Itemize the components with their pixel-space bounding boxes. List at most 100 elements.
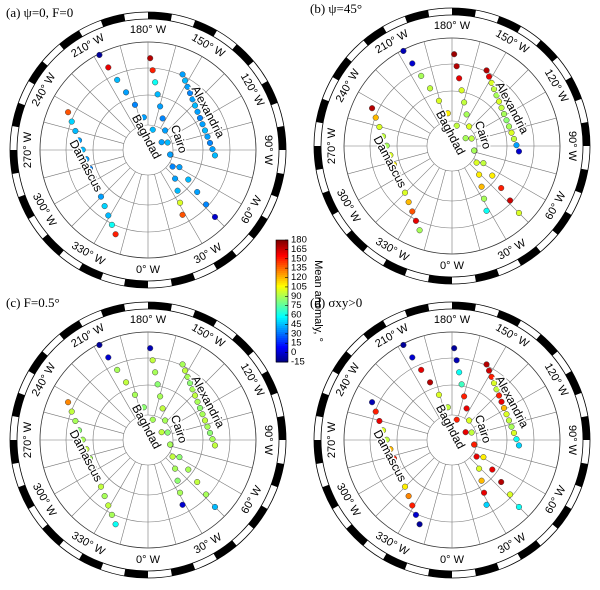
grid-radial xyxy=(119,174,142,255)
track-point xyxy=(488,373,495,380)
track-point xyxy=(189,386,196,393)
track-point xyxy=(86,455,94,462)
colorbar-slice xyxy=(276,353,288,357)
track-point xyxy=(105,64,112,71)
track-point xyxy=(462,135,469,142)
track-point xyxy=(515,209,523,217)
colorbar-slice xyxy=(276,339,288,343)
track-point xyxy=(72,127,79,135)
colorbar-slice xyxy=(276,282,288,286)
track-point xyxy=(96,51,103,59)
grid-radial xyxy=(172,121,253,144)
grid-radial xyxy=(169,162,242,205)
track-point xyxy=(185,466,192,473)
grid-radial xyxy=(476,446,557,469)
track-point xyxy=(75,427,83,434)
ring-segment xyxy=(383,553,408,570)
track-point xyxy=(444,110,451,117)
track-point xyxy=(379,133,387,140)
ring-segment xyxy=(474,269,500,282)
grid-radial xyxy=(423,464,446,545)
track-point xyxy=(405,493,412,500)
ring-segment xyxy=(277,416,286,441)
track-point xyxy=(172,175,179,182)
track-point xyxy=(510,429,518,436)
longitude-label: 330° W xyxy=(69,530,107,559)
ring-segment xyxy=(404,10,430,23)
ring-segment xyxy=(271,172,284,198)
colorbar-slice xyxy=(276,351,288,355)
colorbar-slice xyxy=(276,296,288,300)
colorbar-slice xyxy=(276,274,288,278)
grid-radial xyxy=(458,335,481,416)
colorbar-tick-label: 180 xyxy=(291,235,307,246)
track-point xyxy=(409,60,416,67)
colorbar-slice xyxy=(276,327,288,330)
ring-segment xyxy=(59,320,83,340)
track-point xyxy=(453,63,460,70)
track-point xyxy=(199,121,206,128)
track-point xyxy=(490,380,498,387)
track-point xyxy=(79,436,86,443)
colorbar-slice xyxy=(276,325,288,328)
track-point xyxy=(505,123,513,130)
ring-segment xyxy=(517,246,541,266)
longitude-label: 150° W xyxy=(189,32,227,61)
grid-radial xyxy=(464,167,507,240)
track-point xyxy=(372,114,379,121)
grid-radial xyxy=(71,73,131,133)
track-point xyxy=(400,341,407,349)
track-point xyxy=(453,357,460,364)
longitude-label: 120° W xyxy=(542,361,571,399)
longitude-label: 0° W xyxy=(440,260,465,272)
track-point xyxy=(387,446,394,453)
ring-segment xyxy=(18,194,35,219)
track-point xyxy=(203,201,210,208)
ring-segment xyxy=(346,524,368,546)
track-point xyxy=(376,417,383,425)
track-label: Baghdad xyxy=(129,112,164,161)
track-point xyxy=(478,477,485,484)
grid-radial xyxy=(93,171,136,244)
ring-segment xyxy=(575,168,588,194)
ring-segment xyxy=(192,20,217,37)
colorbar-tick-label: -15 xyxy=(291,357,305,368)
track-point xyxy=(159,405,166,412)
track-point xyxy=(157,393,164,400)
colorbar-slice xyxy=(276,337,288,341)
colorbar-slice xyxy=(276,341,288,345)
ring-outer xyxy=(9,301,287,579)
ring-segment xyxy=(261,81,278,106)
longitude-label: 300° W xyxy=(30,191,59,229)
longitude-label: 120° W xyxy=(238,71,267,109)
track-label: Baghdad xyxy=(433,402,468,451)
track-point xyxy=(131,101,139,108)
ring-inner xyxy=(16,18,280,282)
longitude-label: 330° W xyxy=(373,530,411,559)
colorbar-slice xyxy=(276,345,288,349)
track-point xyxy=(65,109,72,116)
grid-radial xyxy=(397,52,440,125)
track-point xyxy=(194,478,201,486)
grid-radial xyxy=(119,335,142,416)
longitude-label: 120° W xyxy=(238,361,267,399)
colorbar-tick-label: 30 xyxy=(291,328,302,339)
colorbar-slice xyxy=(276,258,288,261)
track-point xyxy=(90,464,97,471)
ring-segment xyxy=(536,40,558,62)
track-point xyxy=(473,453,480,460)
track-point xyxy=(463,111,470,118)
colorbar-slice xyxy=(276,323,288,326)
grid-radial xyxy=(464,461,507,534)
grid-radial xyxy=(154,45,177,126)
track-point xyxy=(412,217,419,224)
ring-segment xyxy=(213,250,237,270)
grid-radial xyxy=(93,461,136,534)
grid-radial xyxy=(169,95,242,138)
ring-segment xyxy=(28,351,48,375)
track-point xyxy=(483,207,490,214)
track-point xyxy=(427,85,434,92)
track-point xyxy=(476,171,483,178)
track-point xyxy=(201,417,209,424)
